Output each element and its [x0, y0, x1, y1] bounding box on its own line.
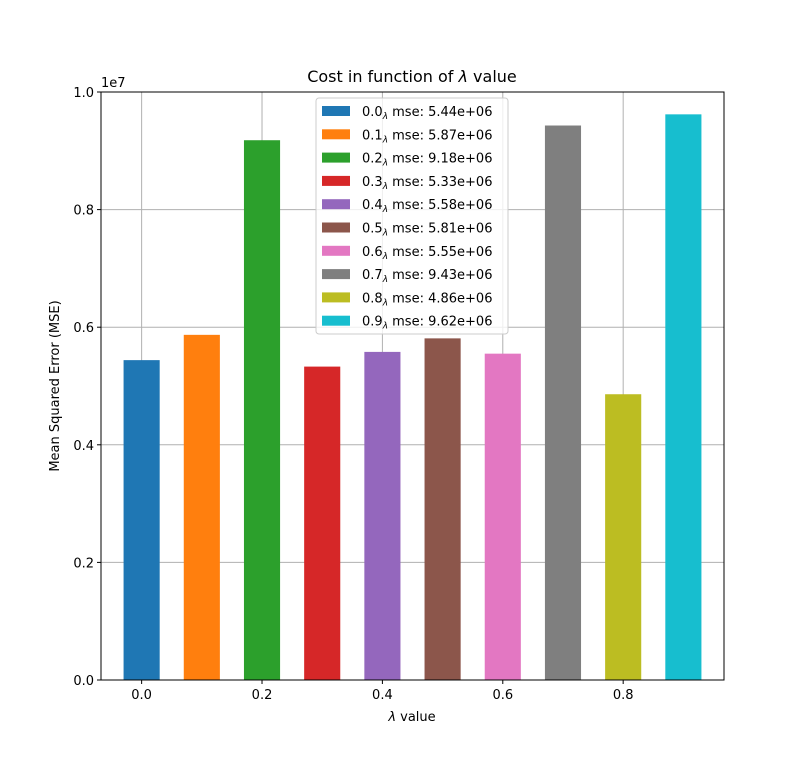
bar-lambda-0.4	[364, 351, 401, 680]
legend-entry-label: 0.2λ mse: 9.18e+06	[362, 152, 492, 169]
xlabel-symbol: λ	[387, 710, 396, 725]
legend-mse-text: mse: 9.18e+06	[388, 152, 492, 167]
x-tick-label: 0.6	[492, 688, 513, 703]
legend-lambda-subscript: λ	[382, 229, 388, 239]
legend-entry-label: 0.3λ mse: 5.33e+06	[362, 175, 492, 192]
legend-entry-label: 0.7λ mse: 9.43e+06	[362, 268, 492, 285]
x-tick-label: 0.8	[613, 688, 634, 703]
bar-lambda-0.0	[123, 360, 160, 680]
bar-lambda-0.6	[484, 353, 521, 680]
legend-entry-label: 0.8λ mse: 4.86e+06	[362, 291, 492, 308]
legend-mse-text: mse: 5.87e+06	[388, 128, 492, 143]
legend-swatch	[322, 199, 350, 210]
legend-box	[315, 97, 509, 335]
legend-swatch	[322, 175, 350, 186]
legend-entry-label: 0.4λ mse: 5.58e+06	[362, 198, 492, 215]
y-tick-label: 0.6	[73, 321, 94, 336]
legend-mse-text: mse: 5.58e+06	[388, 198, 492, 213]
x-tick-label: 0.0	[131, 688, 152, 703]
legend-lambda-value: 0.3	[362, 175, 383, 190]
legend-lambda-subscript: λ	[382, 275, 388, 285]
legend-lambda-subscript: λ	[382, 205, 388, 215]
legend-lambda-subscript: λ	[382, 112, 388, 122]
legend-swatch	[322, 245, 350, 256]
legend-entry-label: 0.5λ mse: 5.81e+06	[362, 222, 492, 239]
legend-swatch	[322, 129, 350, 140]
legend-swatch	[322, 152, 350, 163]
title-prefix: Cost in function of	[307, 67, 458, 86]
legend-entry-label: 0.1λ mse: 5.87e+06	[362, 128, 492, 145]
legend-mse-text: mse: 4.86e+06	[388, 291, 492, 306]
legend-mse-text: mse: 9.43e+06	[388, 268, 492, 283]
legend-mse-text: mse: 9.62e+06	[388, 315, 492, 330]
legend-entry-label: 0.6λ mse: 5.55e+06	[362, 245, 492, 262]
bar-lambda-0.8	[605, 394, 642, 680]
legend-lambda-value: 0.4	[362, 198, 383, 213]
legend-lambda-value: 0.0	[362, 105, 383, 120]
xlabel-suffix: value	[396, 710, 436, 725]
y-offset-label: 1e7	[101, 76, 126, 91]
bar-lambda-0.3	[304, 366, 341, 680]
legend-lambda-subscript: λ	[382, 252, 388, 262]
legend-lambda-subscript: λ	[382, 159, 388, 169]
y-tick-label: 0.4	[73, 439, 94, 454]
bar-lambda-0.2	[243, 140, 281, 680]
legend-lambda-subscript: λ	[382, 322, 388, 332]
bar-lambda-0.7	[544, 125, 582, 681]
legend-mse-text: mse: 5.55e+06	[388, 245, 492, 260]
legend-lambda-value: 0.7	[362, 268, 383, 283]
chart-title: Cost in function of λ value	[307, 67, 517, 86]
legend-lambda-subscript: λ	[382, 298, 388, 308]
legend-entry-label: 0.0λ mse: 5.44e+06	[362, 105, 492, 122]
bar-lambda-0.1	[183, 334, 220, 680]
legend-lambda-value: 0.6	[362, 245, 383, 260]
legend-mse-text: mse: 5.81e+06	[388, 222, 492, 237]
legend-lambda-value: 0.5	[362, 222, 383, 237]
legend-entry-label: 0.9λ mse: 9.62e+06	[362, 315, 492, 332]
legend-lambda-subscript: λ	[382, 135, 388, 145]
y-tick-label: 1.0	[73, 86, 94, 101]
legend-lambda-value: 0.1	[362, 128, 383, 143]
title-symbol: λ	[458, 67, 468, 86]
bars	[123, 114, 702, 681]
legend-lambda-subscript: λ	[382, 182, 388, 192]
x-tick-label: 0.2	[252, 688, 273, 703]
legend: 0.0λ mse: 5.44e+060.1λ mse: 5.87e+060.2λ…	[315, 97, 509, 335]
y-axis-label: Mean Squared Error (MSE)	[48, 300, 63, 471]
y-axis-ticks: 0.0 0.2 0.4 0.6 0.8 1.0	[73, 86, 101, 689]
y-tick-label: 0.2	[73, 556, 94, 571]
x-axis-ticks: 0.0 0.2 0.4 0.6 0.8	[131, 680, 634, 703]
y-tick-label: 0.0	[73, 674, 94, 689]
legend-mse-text: mse: 5.33e+06	[388, 175, 492, 190]
y-tick-label: 0.8	[73, 204, 94, 219]
bar-lambda-0.5	[424, 338, 461, 680]
legend-swatch	[322, 315, 350, 326]
legend-swatch	[322, 106, 350, 116]
legend-mse-text: mse: 5.44e+06	[388, 105, 492, 120]
title-suffix: value	[468, 67, 517, 86]
legend-lambda-value: 0.2	[362, 152, 383, 167]
x-tick-label: 0.4	[372, 688, 393, 703]
legend-swatch	[322, 292, 350, 303]
legend-lambda-value: 0.8	[362, 291, 383, 306]
legend-swatch	[322, 269, 350, 280]
x-axis-label: λ value	[387, 710, 435, 725]
plot-frame	[100, 91, 725, 681]
bar-lambda-0.9	[665, 114, 702, 681]
legend-lambda-value: 0.9	[362, 315, 383, 330]
legend-swatch	[322, 222, 350, 233]
